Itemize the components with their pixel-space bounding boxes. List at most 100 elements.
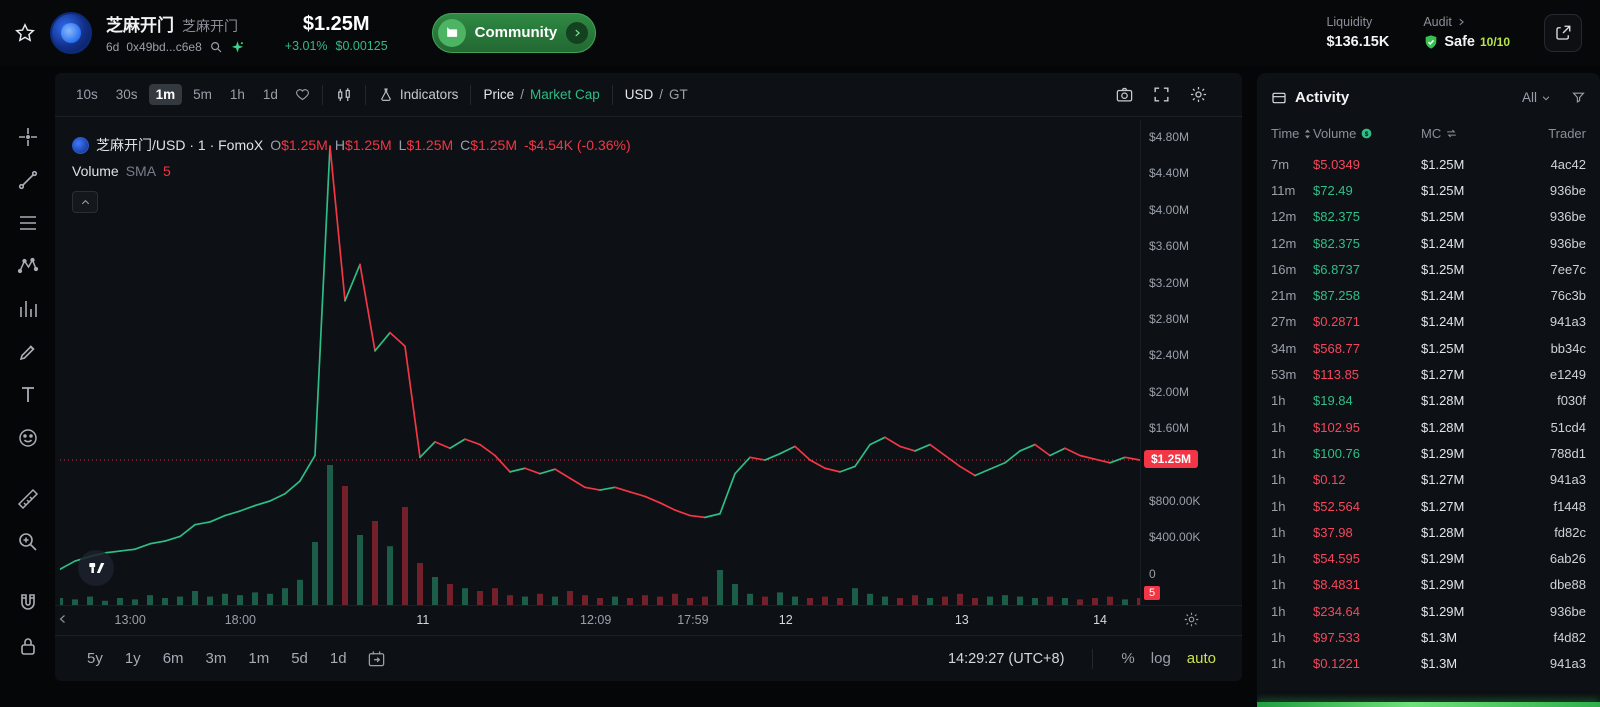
crosshair-tool-button[interactable] (11, 123, 45, 151)
activity-row[interactable]: 21m $87.258 $1.24M 76c3b (1257, 282, 1600, 308)
range-1d[interactable]: 1d (324, 648, 353, 669)
favorite-star-button[interactable] (14, 22, 36, 44)
activity-row[interactable]: 1h $0.12 $1.27M 941a3 (1257, 467, 1600, 493)
activity-row[interactable]: 1h $234.64 $1.29M 936be (1257, 598, 1600, 624)
timeframe-30s[interactable]: 30s (109, 84, 145, 105)
time-tick: 13 (954, 613, 969, 627)
tradingview-logo[interactable] (78, 550, 114, 586)
fullscreen-button[interactable] (1152, 85, 1171, 104)
trade-trader[interactable]: 788d1 (1549, 445, 1586, 461)
timeframe-1d[interactable]: 1d (256, 84, 285, 105)
price-axis[interactable]: $4.80M $4.40M $4.00M $3.60M $3.20M $2.80M $2.4… (1140, 120, 1242, 605)
trade-trader[interactable]: 6ab26 (1549, 551, 1586, 567)
trade-trader[interactable]: 76c3b (1550, 288, 1586, 304)
timeframe-1m[interactable]: 1m (148, 84, 183, 105)
timeframe-1h[interactable]: 1h (223, 84, 252, 105)
range-5y[interactable]: 5y (81, 648, 109, 669)
trade-trader[interactable]: 936be (1549, 603, 1586, 619)
activity-row[interactable]: 1h $0.1221 $1.3M 941a3 (1257, 651, 1600, 677)
xabcd-pattern-tool-button[interactable] (11, 252, 45, 280)
scroll-left-icon[interactable] (57, 613, 69, 625)
chart-settings-button[interactable] (1189, 85, 1208, 104)
activity-row[interactable]: 1h $52.564 $1.27M f1448 (1257, 493, 1600, 519)
text-tool-button[interactable] (11, 381, 45, 409)
axis-settings-button[interactable] (1183, 611, 1200, 628)
timeframe-10s[interactable]: 10s (69, 84, 105, 105)
trade-trader[interactable]: 7ee7c (1550, 261, 1586, 277)
camera-snapshot-button[interactable] (1115, 85, 1134, 104)
column-trader[interactable]: Trader (1548, 126, 1586, 141)
forecast-tool-button[interactable] (11, 295, 45, 323)
trade-trader[interactable]: 941a3 (1549, 314, 1586, 330)
token-address[interactable]: 0x49bd...c6e8 (126, 40, 202, 54)
column-mc[interactable]: MC (1421, 126, 1513, 141)
collapse-legend-button[interactable] (72, 191, 98, 213)
trade-trader[interactable]: f4d82 (1553, 629, 1586, 645)
indicators-button[interactable]: Indicators (378, 87, 458, 103)
filter-funnel-button[interactable] (1571, 90, 1586, 105)
trade-trader[interactable]: fd82c (1554, 524, 1586, 540)
activity-row[interactable]: 1h $102.95 $1.28M 51cd4 (1257, 414, 1600, 440)
range-3m[interactable]: 3m (200, 648, 233, 669)
trade-trader[interactable]: 941a3 (1549, 472, 1586, 488)
trade-trader[interactable]: 936be (1549, 209, 1586, 225)
activity-row[interactable]: 11m $72.49 $1.25M 936be (1257, 177, 1600, 203)
log-scale-button[interactable]: log (1150, 650, 1171, 667)
trade-trader[interactable]: f1448 (1553, 498, 1586, 514)
ruler-tool-button[interactable] (11, 485, 45, 513)
trade-trader[interactable]: f030f (1557, 393, 1586, 409)
column-volume[interactable]: Volume $ (1313, 126, 1421, 141)
activity-row[interactable]: 27m $0.2871 $1.24M 941a3 (1257, 309, 1600, 335)
activity-row[interactable]: 1h $54.595 $1.29M 6ab26 (1257, 545, 1600, 571)
percent-scale-button[interactable]: % (1121, 650, 1135, 667)
range-6m[interactable]: 6m (157, 648, 190, 669)
trade-trader[interactable]: 941a3 (1549, 656, 1586, 672)
activity-filter-all-dropdown[interactable]: All (1522, 90, 1551, 105)
community-button[interactable]: Community (431, 12, 597, 53)
timeframe-5m[interactable]: 5m (186, 84, 219, 105)
price-marketcap-toggle[interactable]: Price / Market Cap (483, 87, 600, 102)
activity-row[interactable]: 1h $37.98 $1.28M fd82c (1257, 519, 1600, 545)
activity-row[interactable]: 1h $100.76 $1.29M 788d1 (1257, 440, 1600, 466)
range-1m[interactable]: 1m (242, 648, 275, 669)
sparkle-icon[interactable] (230, 40, 245, 55)
trade-trader[interactable]: 51cd4 (1550, 419, 1586, 435)
activity-row[interactable]: 1h $19.84 $1.28M f030f (1257, 388, 1600, 414)
favorite-timeframe-heart-icon[interactable] (295, 87, 310, 102)
trade-trader[interactable]: bb34c (1550, 340, 1586, 356)
activity-row[interactable]: 12m $82.375 $1.24M 936be (1257, 230, 1600, 256)
candle-style-button[interactable] (335, 86, 353, 104)
activity-row[interactable]: 12m $82.375 $1.25M 936be (1257, 204, 1600, 230)
trade-trader[interactable]: e1249 (1549, 367, 1586, 383)
activity-row[interactable]: 1h $8.4831 $1.29M dbe88 (1257, 572, 1600, 598)
lock-drawings-tool-button[interactable] (11, 632, 45, 660)
trade-trader[interactable]: dbe88 (1549, 577, 1586, 593)
range-1y[interactable]: 1y (119, 648, 147, 669)
range-5d[interactable]: 5d (285, 648, 314, 669)
usd-gt-toggle[interactable]: USD / GT (624, 87, 688, 102)
trade-trader[interactable]: 936be (1549, 182, 1586, 198)
magnet-tool-button[interactable] (11, 589, 45, 617)
go-to-date-button[interactable] (367, 649, 386, 668)
audit-stat[interactable]: Audit Safe 10/10 (1423, 15, 1510, 50)
activity-row[interactable]: 53m $113.85 $1.27M e1249 (1257, 361, 1600, 387)
chart-clock[interactable]: 14:29:27 (UTC+8) (947, 650, 1065, 667)
brush-tool-button[interactable] (11, 338, 45, 366)
zoom-tool-button[interactable] (11, 528, 45, 556)
search-icon[interactable] (209, 40, 223, 54)
activity-row[interactable]: 1h $97.533 $1.3M f4d82 (1257, 624, 1600, 650)
live-indicator-bar (1257, 702, 1600, 707)
trend-line-tool-button[interactable] (11, 166, 45, 194)
column-time[interactable]: Time (1271, 126, 1313, 141)
activity-row[interactable]: 34m $568.77 $1.25M bb34c (1257, 335, 1600, 361)
trade-trader[interactable]: 4ac42 (1550, 156, 1586, 172)
share-button[interactable] (1544, 13, 1582, 52)
time-axis[interactable]: 13:00 18:00 11 12:09 17:59 12 13 14 (55, 605, 1242, 635)
candlestick-chart[interactable]: 芝麻开门/USD · 1 · FomoX O$1.25M H$1.25M L$1.2… (55, 117, 1242, 635)
activity-row[interactable]: 16m $6.8737 $1.25M 7ee7c (1257, 256, 1600, 282)
emoji-tool-button[interactable] (11, 424, 45, 452)
trade-trader[interactable]: 936be (1549, 235, 1586, 251)
activity-row[interactable]: 7m $5.0349 $1.25M 4ac42 (1257, 151, 1600, 177)
auto-scale-button[interactable]: auto (1186, 650, 1216, 667)
fib-retracement-tool-button[interactable] (11, 209, 45, 237)
